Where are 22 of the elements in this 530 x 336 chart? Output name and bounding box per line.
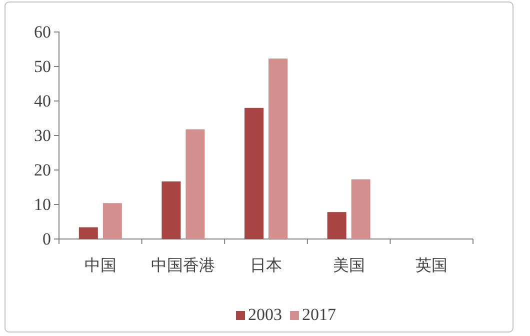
bar bbox=[268, 58, 288, 239]
x-tick-label: 英国 bbox=[416, 256, 448, 274]
y-tick-label: 30 bbox=[34, 126, 51, 145]
y-tick-label: 40 bbox=[34, 91, 51, 110]
bar bbox=[244, 108, 264, 239]
y-tick-label: 10 bbox=[34, 194, 51, 214]
bar bbox=[78, 227, 98, 239]
x-tick-label: 美国 bbox=[332, 256, 365, 274]
legend-label: 2003 bbox=[248, 305, 282, 324]
x-tick-label: 中国 bbox=[84, 256, 116, 274]
y-tick-label: 50 bbox=[34, 56, 51, 76]
bar bbox=[351, 179, 370, 239]
y-tick-label: 60 bbox=[34, 22, 51, 42]
y-tick-label: 0 bbox=[42, 229, 51, 248]
legend-label: 2017 bbox=[302, 305, 336, 324]
bar bbox=[102, 203, 122, 239]
bar bbox=[162, 181, 181, 239]
bar bbox=[327, 212, 346, 239]
bar bbox=[186, 129, 205, 239]
x-tick-label: 日本 bbox=[250, 256, 282, 274]
y-tick-label: 20 bbox=[34, 160, 51, 180]
x-tick-label: 中国香港 bbox=[151, 256, 216, 274]
